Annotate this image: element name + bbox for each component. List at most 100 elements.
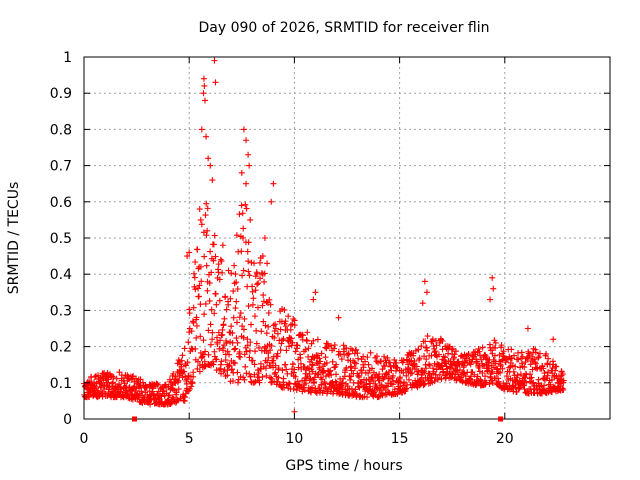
data-point: [229, 330, 236, 337]
data-point: [497, 369, 504, 376]
data-point: [418, 343, 425, 350]
data-point: [249, 357, 256, 364]
data-point: [323, 359, 330, 366]
data-point: [125, 394, 132, 401]
data-point: [314, 352, 321, 359]
data-point: [245, 258, 252, 265]
data-point: [204, 287, 211, 294]
data-point: [513, 388, 520, 395]
data-point: [255, 280, 262, 287]
data-point: [311, 378, 318, 385]
data-point: [318, 381, 325, 388]
data-point: [186, 249, 193, 256]
data-point: [549, 365, 556, 372]
data-point: [535, 354, 542, 361]
data-point: [524, 325, 531, 332]
data-point: [218, 358, 225, 365]
data-point: [241, 315, 248, 322]
data-point: [368, 365, 375, 372]
data-point: [476, 348, 483, 355]
data-point: [233, 298, 240, 305]
data-point: [512, 363, 519, 370]
data-point: [205, 327, 212, 334]
data-point: [290, 385, 297, 392]
data-point: [390, 372, 397, 379]
data-point: [529, 366, 536, 373]
data-point: [355, 372, 362, 379]
data-point: [355, 355, 362, 362]
data-point: [475, 345, 482, 352]
data-point: [190, 369, 197, 376]
data-point: [184, 253, 191, 260]
data-point: [294, 378, 301, 385]
data-point: [249, 288, 256, 295]
data-point: [407, 370, 414, 377]
data-point: [351, 365, 358, 372]
data-point: [333, 371, 340, 378]
data-point: [202, 348, 209, 355]
data-point: [214, 340, 221, 347]
data-point: [245, 239, 252, 246]
data-point: [166, 392, 173, 399]
data-point: [415, 346, 422, 353]
data-point: [105, 376, 112, 383]
data-point: [109, 379, 116, 386]
data-point: [409, 370, 416, 377]
data-point: [234, 369, 241, 376]
data-point: [503, 373, 510, 380]
data-point: [280, 335, 287, 342]
axis-marker: [498, 416, 504, 422]
data-point: [433, 342, 440, 349]
data-point: [181, 368, 188, 375]
data-point: [200, 229, 207, 236]
data-point: [210, 361, 217, 368]
data-point: [270, 357, 277, 364]
data-point: [356, 384, 363, 391]
data-point: [252, 378, 259, 385]
data-point: [331, 341, 338, 348]
data-point: [301, 387, 308, 394]
data-point: [213, 301, 220, 308]
y-tick-label: 0.3: [50, 303, 72, 319]
data-point: [538, 383, 545, 390]
data-point: [270, 180, 277, 187]
data-point: [236, 314, 243, 321]
data-point: [439, 346, 446, 353]
data-point: [278, 340, 285, 347]
data-point: [489, 274, 496, 281]
data-point: [455, 358, 462, 365]
data-point: [449, 345, 456, 352]
data-point: [523, 379, 530, 386]
data-point: [234, 286, 241, 293]
data-point: [260, 318, 267, 325]
data-point: [419, 300, 426, 307]
data-point: [425, 361, 432, 368]
y-tick-label: 0.4: [50, 267, 72, 283]
data-point: [259, 373, 266, 380]
data-point: [251, 379, 258, 386]
data-point: [260, 292, 267, 299]
data-point: [175, 377, 182, 384]
data-point: [219, 326, 226, 333]
data-point: [261, 270, 268, 277]
data-point: [200, 90, 207, 97]
data-point: [265, 323, 272, 330]
data-point: [439, 338, 446, 345]
data-point: [203, 200, 210, 207]
data-point: [272, 362, 279, 369]
data-point: [224, 348, 231, 355]
data-point: [207, 162, 214, 169]
data-point: [522, 374, 529, 381]
data-point: [360, 353, 367, 360]
data-point: [185, 339, 192, 346]
data-point: [153, 380, 160, 387]
data-point: [337, 351, 344, 358]
data-point: [498, 342, 505, 349]
data-point: [499, 357, 506, 364]
data-point: [137, 376, 144, 383]
data-point: [239, 234, 246, 241]
data-point: [247, 339, 254, 346]
data-point: [373, 353, 380, 360]
data-point: [428, 352, 435, 359]
data-point: [492, 360, 499, 367]
